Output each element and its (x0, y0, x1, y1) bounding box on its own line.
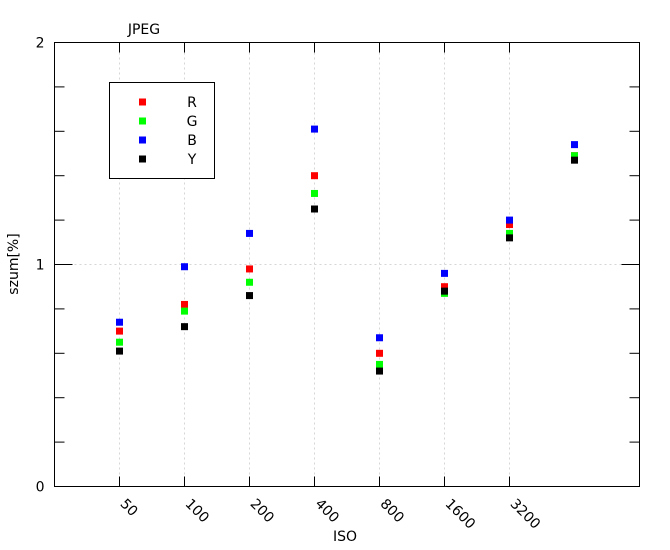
point-r-50 (116, 327, 123, 335)
point-r-100 (181, 300, 188, 308)
point-g-3200 (506, 229, 513, 237)
point-y-1600 (441, 287, 448, 295)
legend-label-b: B (187, 133, 197, 149)
point-b-100 (181, 263, 188, 271)
legend-marker-b (139, 136, 146, 144)
chart-title: JPEG (127, 22, 160, 38)
point-y-400 (311, 205, 318, 213)
point-r-200 (246, 265, 253, 273)
point-r-400 (311, 172, 318, 180)
point-y-800 (376, 367, 383, 375)
point-b-extra (571, 141, 578, 149)
point-g-200 (246, 278, 253, 286)
x-axis-label: ISO (333, 529, 357, 545)
point-g-100 (181, 307, 188, 315)
point-b-50 (116, 318, 123, 326)
point-y-200 (246, 292, 253, 300)
y-tick-label: 0 (36, 480, 45, 496)
point-y-3200 (506, 234, 513, 242)
legend-label-y: Y (187, 152, 197, 168)
point-b-200 (246, 229, 253, 237)
point-g-50 (116, 338, 123, 346)
legend-box (109, 82, 215, 179)
y-tick-label: 1 (36, 258, 45, 274)
y-axis-label: szum[%] (6, 233, 22, 294)
point-g-400 (311, 189, 318, 197)
point-b-1600 (441, 269, 448, 277)
data-points (116, 125, 578, 375)
point-b-400 (311, 125, 318, 133)
legend-marker-y (139, 155, 146, 163)
point-g-800 (376, 360, 383, 368)
legend-marker-r (139, 98, 146, 106)
y-tick-label: 2 (36, 36, 45, 52)
axis-ticks (54, 42, 640, 487)
point-g-extra (571, 152, 578, 160)
point-r-3200 (506, 221, 513, 229)
point-y-extra (571, 156, 578, 164)
point-y-100 (181, 323, 188, 331)
point-r-800 (376, 349, 383, 357)
point-y-50 (116, 347, 123, 355)
point-r-1600 (441, 283, 448, 291)
point-b-800 (376, 334, 383, 342)
legend-label-g: G (187, 114, 198, 130)
legend-marker-g (139, 117, 146, 125)
legend-label-r: R (187, 95, 197, 111)
point-b-3200 (506, 216, 513, 224)
